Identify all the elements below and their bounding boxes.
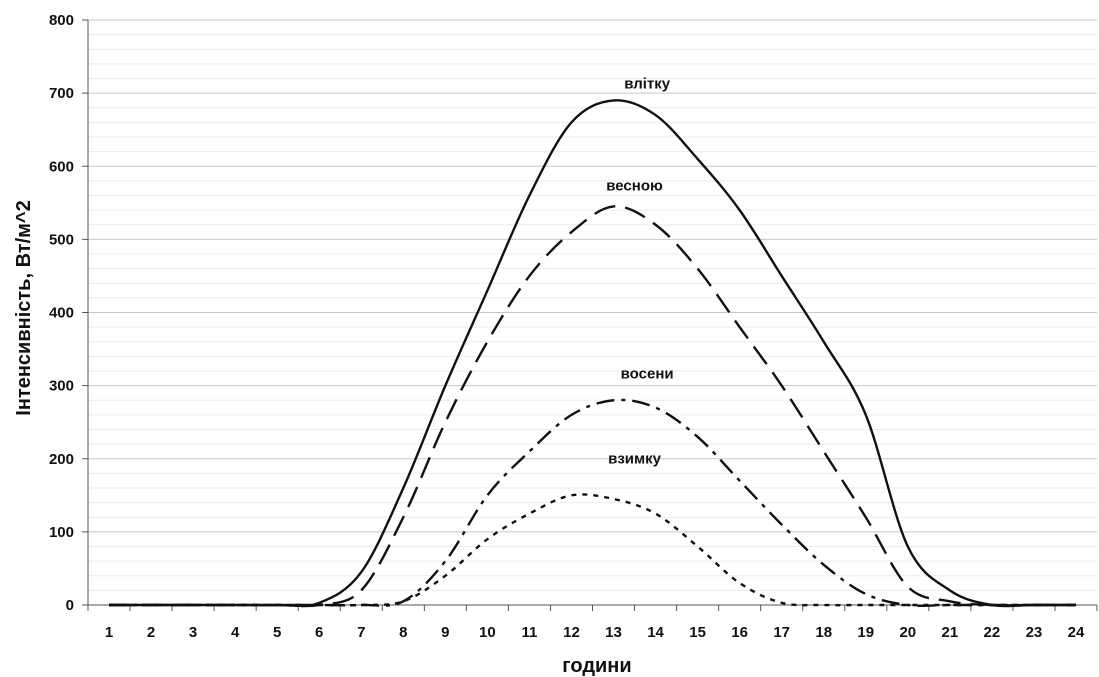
y-tick-label: 500 bbox=[49, 231, 74, 248]
series-label: весною bbox=[606, 177, 663, 194]
y-tick-label: 600 bbox=[49, 158, 74, 175]
series-line-1 bbox=[109, 99, 1076, 608]
y-tick-label: 100 bbox=[49, 524, 74, 541]
x-tick-label: 8 bbox=[399, 624, 407, 641]
series-label: влітку bbox=[624, 75, 671, 92]
x-tick-label: 14 bbox=[647, 624, 664, 641]
x-tick-label: 21 bbox=[942, 624, 959, 641]
x-tick-label: 24 bbox=[1068, 624, 1085, 641]
x-tick-label: 15 bbox=[689, 624, 706, 641]
series-line-4 bbox=[109, 493, 1076, 607]
x-tick-label: 7 bbox=[357, 624, 365, 641]
x-tick-label: 5 bbox=[273, 624, 281, 641]
x-tick-label: 4 bbox=[231, 624, 240, 641]
x-tick-label: 20 bbox=[899, 624, 916, 641]
x-tick-label: 9 bbox=[441, 624, 449, 641]
x-tick-label: 3 bbox=[189, 624, 197, 641]
x-tick-label: 23 bbox=[1026, 624, 1043, 641]
x-tick-label: 11 bbox=[522, 624, 538, 641]
x-tick-label: 18 bbox=[815, 624, 832, 641]
x-tick-label: 10 bbox=[479, 624, 496, 641]
series-line-3 bbox=[109, 398, 1076, 608]
x-tick-label: 12 bbox=[563, 624, 580, 641]
x-tick-label: 2 bbox=[147, 624, 155, 641]
y-tick-label: 800 bbox=[49, 12, 74, 29]
y-tick-label: 0 bbox=[66, 597, 74, 614]
gridlines bbox=[82, 19, 1098, 611]
x-tick-label: 22 bbox=[984, 624, 1001, 641]
series-lines bbox=[109, 99, 1076, 608]
x-tick-label: 1 bbox=[105, 624, 113, 641]
x-tick-label: 16 bbox=[731, 624, 748, 641]
y-tick-label: 700 bbox=[49, 85, 74, 102]
y-tick-label: 300 bbox=[49, 378, 74, 395]
series-label: взимку bbox=[608, 450, 662, 467]
x-tick-label: 6 bbox=[315, 624, 323, 641]
x-tick-label: 19 bbox=[857, 624, 874, 641]
series-label: восени bbox=[621, 365, 674, 382]
x-tick-label: 17 bbox=[773, 624, 790, 641]
x-axis-title: години bbox=[562, 655, 631, 677]
y-tick-label: 400 bbox=[49, 305, 74, 322]
y-tick-label: 200 bbox=[49, 451, 74, 468]
y-axis-title: Інтенсивність, Вт/м^2 bbox=[13, 200, 35, 415]
series-labels: влітку весною восени взимку bbox=[606, 75, 673, 467]
x-tick-label: 13 bbox=[605, 624, 622, 641]
